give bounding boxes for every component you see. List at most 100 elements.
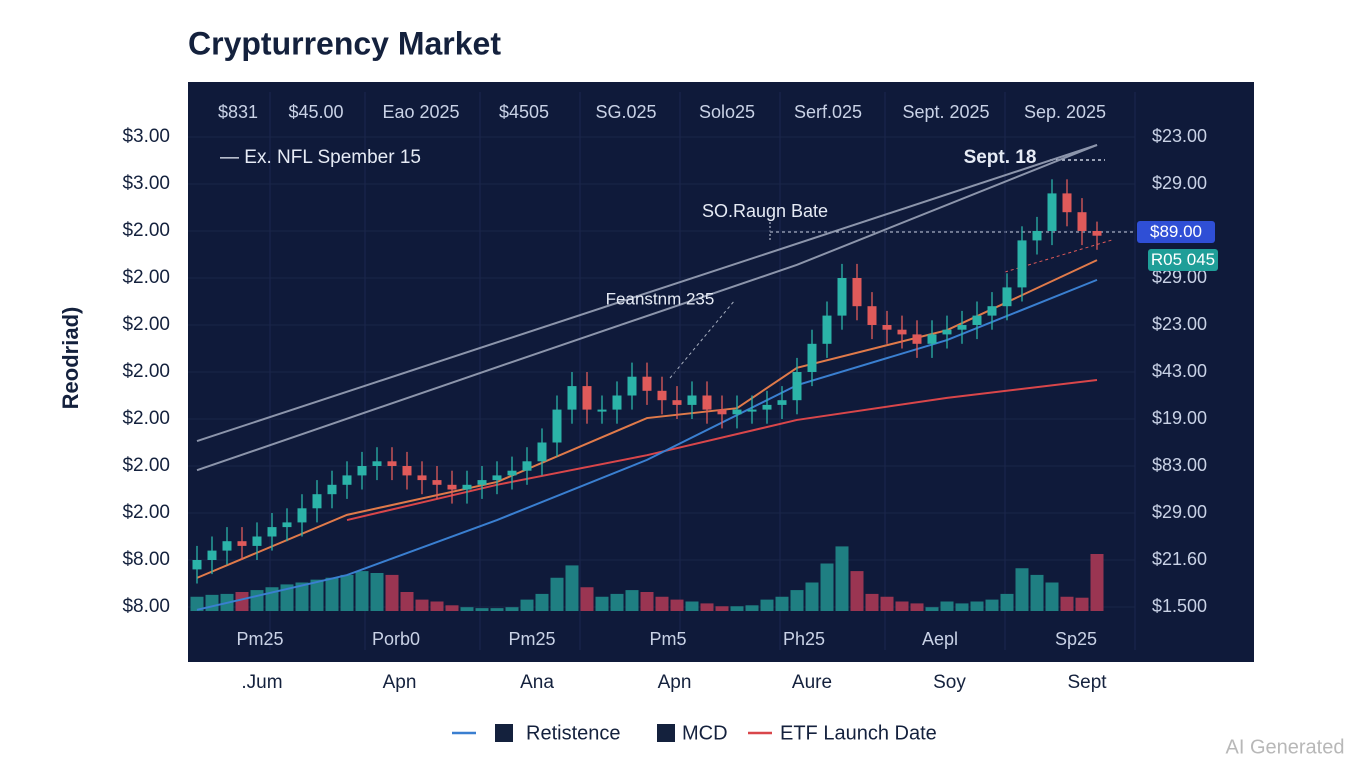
y-axis-title: Reodriad) bbox=[58, 307, 83, 410]
top-label: $4505 bbox=[499, 102, 549, 122]
top-label: $45.00 bbox=[288, 102, 343, 122]
candle-body bbox=[852, 278, 862, 307]
volume-bar bbox=[205, 594, 219, 611]
volume-bar bbox=[685, 601, 699, 611]
volume-bar bbox=[535, 593, 549, 611]
candle-body bbox=[927, 334, 937, 344]
trend-line bbox=[346, 378, 1098, 522]
volume-bar bbox=[370, 573, 384, 611]
candle-body bbox=[942, 329, 952, 335]
inner-x-label: Porb0 bbox=[372, 629, 420, 649]
price-badge-label: $89.00 bbox=[1150, 222, 1202, 241]
volume-bar bbox=[910, 603, 924, 611]
volume-bar bbox=[805, 582, 819, 611]
trend-line bbox=[196, 144, 1098, 472]
inner-x-label: Ph25 bbox=[783, 629, 825, 649]
candle-body bbox=[567, 386, 577, 410]
volume-bar bbox=[430, 601, 444, 611]
volume-bar bbox=[880, 596, 894, 611]
candle-body bbox=[297, 508, 307, 523]
volume-bar bbox=[610, 593, 624, 611]
candle-body bbox=[282, 522, 292, 528]
inner-x-label: Sp25 bbox=[1055, 629, 1097, 649]
volume-bar bbox=[775, 596, 789, 611]
volume-bar bbox=[730, 606, 744, 611]
candle-body bbox=[972, 315, 982, 325]
volume-bar bbox=[190, 596, 204, 611]
candle-body bbox=[417, 475, 427, 481]
candle-body bbox=[687, 395, 697, 405]
top-label: Sept. 2025 bbox=[902, 102, 989, 122]
top-label: SG.025 bbox=[595, 102, 656, 122]
x-tick-label: Soy bbox=[933, 672, 966, 693]
volume-bar bbox=[790, 590, 804, 611]
x-tick-label: Sept bbox=[1067, 672, 1107, 693]
candle-body bbox=[897, 329, 907, 335]
trend-dash bbox=[669, 299, 736, 379]
volume-bar bbox=[655, 596, 669, 611]
x-tick-label: Aure bbox=[792, 672, 832, 693]
volume-bar bbox=[280, 584, 294, 611]
inner-x-label: Aepl bbox=[922, 629, 958, 649]
volume-bar bbox=[670, 599, 684, 611]
volume-bar bbox=[940, 601, 954, 611]
volume-bar bbox=[295, 582, 309, 611]
candle-body bbox=[207, 550, 217, 560]
top-label: $831 bbox=[218, 102, 258, 122]
chart-title: Crypturrency Market bbox=[188, 25, 501, 61]
candle-body bbox=[507, 470, 517, 476]
candle-body bbox=[987, 306, 997, 316]
candle-body bbox=[342, 475, 352, 485]
candle-body bbox=[192, 560, 202, 570]
candle-body bbox=[657, 390, 667, 401]
volume-bar bbox=[595, 596, 609, 611]
candle-body bbox=[807, 343, 817, 372]
y-tick-label: $2.00 bbox=[122, 220, 170, 241]
candle-body bbox=[792, 372, 802, 401]
y2-tick-label: $29.00 bbox=[1152, 267, 1207, 287]
y-tick-label: $8.00 bbox=[122, 549, 170, 570]
x-tick-label: .Jum bbox=[241, 672, 282, 693]
volume-bar bbox=[1045, 582, 1059, 611]
volume-bar bbox=[1060, 596, 1074, 611]
y-tick-label: $3.00 bbox=[122, 173, 170, 194]
volume-bar bbox=[760, 599, 774, 611]
volume-bar bbox=[340, 574, 354, 611]
price-badge bbox=[1148, 249, 1218, 271]
volume-bar bbox=[970, 601, 984, 611]
volume-bar bbox=[325, 577, 339, 611]
y2-tick-label: $23.00 bbox=[1152, 314, 1207, 334]
candle-body bbox=[522, 461, 532, 471]
price-badge bbox=[1137, 221, 1215, 243]
annotation: Sept. 18 bbox=[964, 147, 1037, 168]
candle-body bbox=[387, 461, 397, 466]
volume-bar bbox=[850, 571, 864, 611]
candle-body bbox=[492, 475, 502, 481]
candle-body bbox=[957, 325, 967, 330]
volume-bar bbox=[400, 592, 414, 611]
volume-bar bbox=[1030, 574, 1044, 611]
candle-body bbox=[327, 484, 337, 495]
y-tick-label: $2.00 bbox=[122, 502, 170, 523]
candle-body bbox=[462, 484, 472, 490]
candle-body bbox=[312, 494, 322, 509]
y2-tick-label: $19.00 bbox=[1152, 408, 1207, 428]
volume-bar bbox=[580, 587, 594, 611]
volume-bar bbox=[490, 608, 504, 611]
candle-body bbox=[1047, 193, 1057, 231]
volume-bar bbox=[640, 592, 654, 611]
volume-bar bbox=[565, 565, 579, 611]
legend-label: Retistence bbox=[526, 722, 621, 744]
candle-body bbox=[717, 409, 727, 415]
watermark: AI Generated bbox=[1226, 736, 1345, 758]
y2-tick-label: $29.00 bbox=[1152, 502, 1207, 522]
candle-body bbox=[582, 386, 592, 410]
candle-body bbox=[237, 541, 247, 546]
y2-tick-label: $29.00 bbox=[1152, 173, 1207, 193]
inner-x-label: Pm25 bbox=[508, 629, 555, 649]
legend-label: MCD bbox=[682, 722, 728, 744]
candle-body bbox=[1032, 231, 1042, 241]
volume-bar bbox=[820, 563, 834, 611]
candle-body bbox=[747, 409, 757, 412]
candle-body bbox=[372, 461, 382, 466]
